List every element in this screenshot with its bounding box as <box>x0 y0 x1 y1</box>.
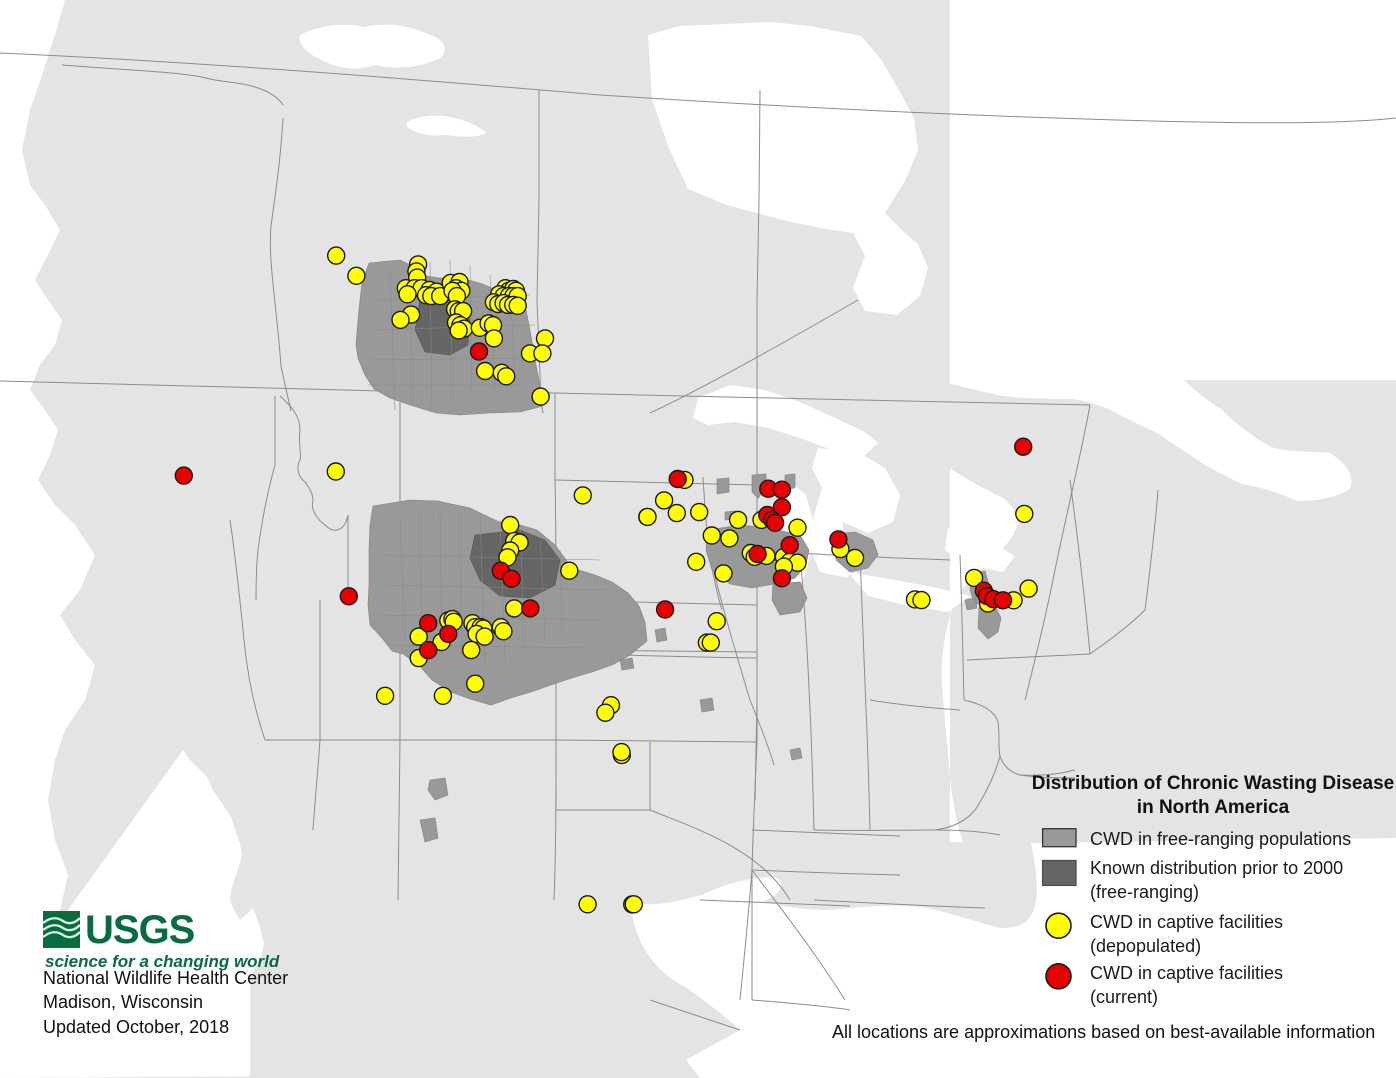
svg-text:USGS: USGS <box>85 911 195 952</box>
